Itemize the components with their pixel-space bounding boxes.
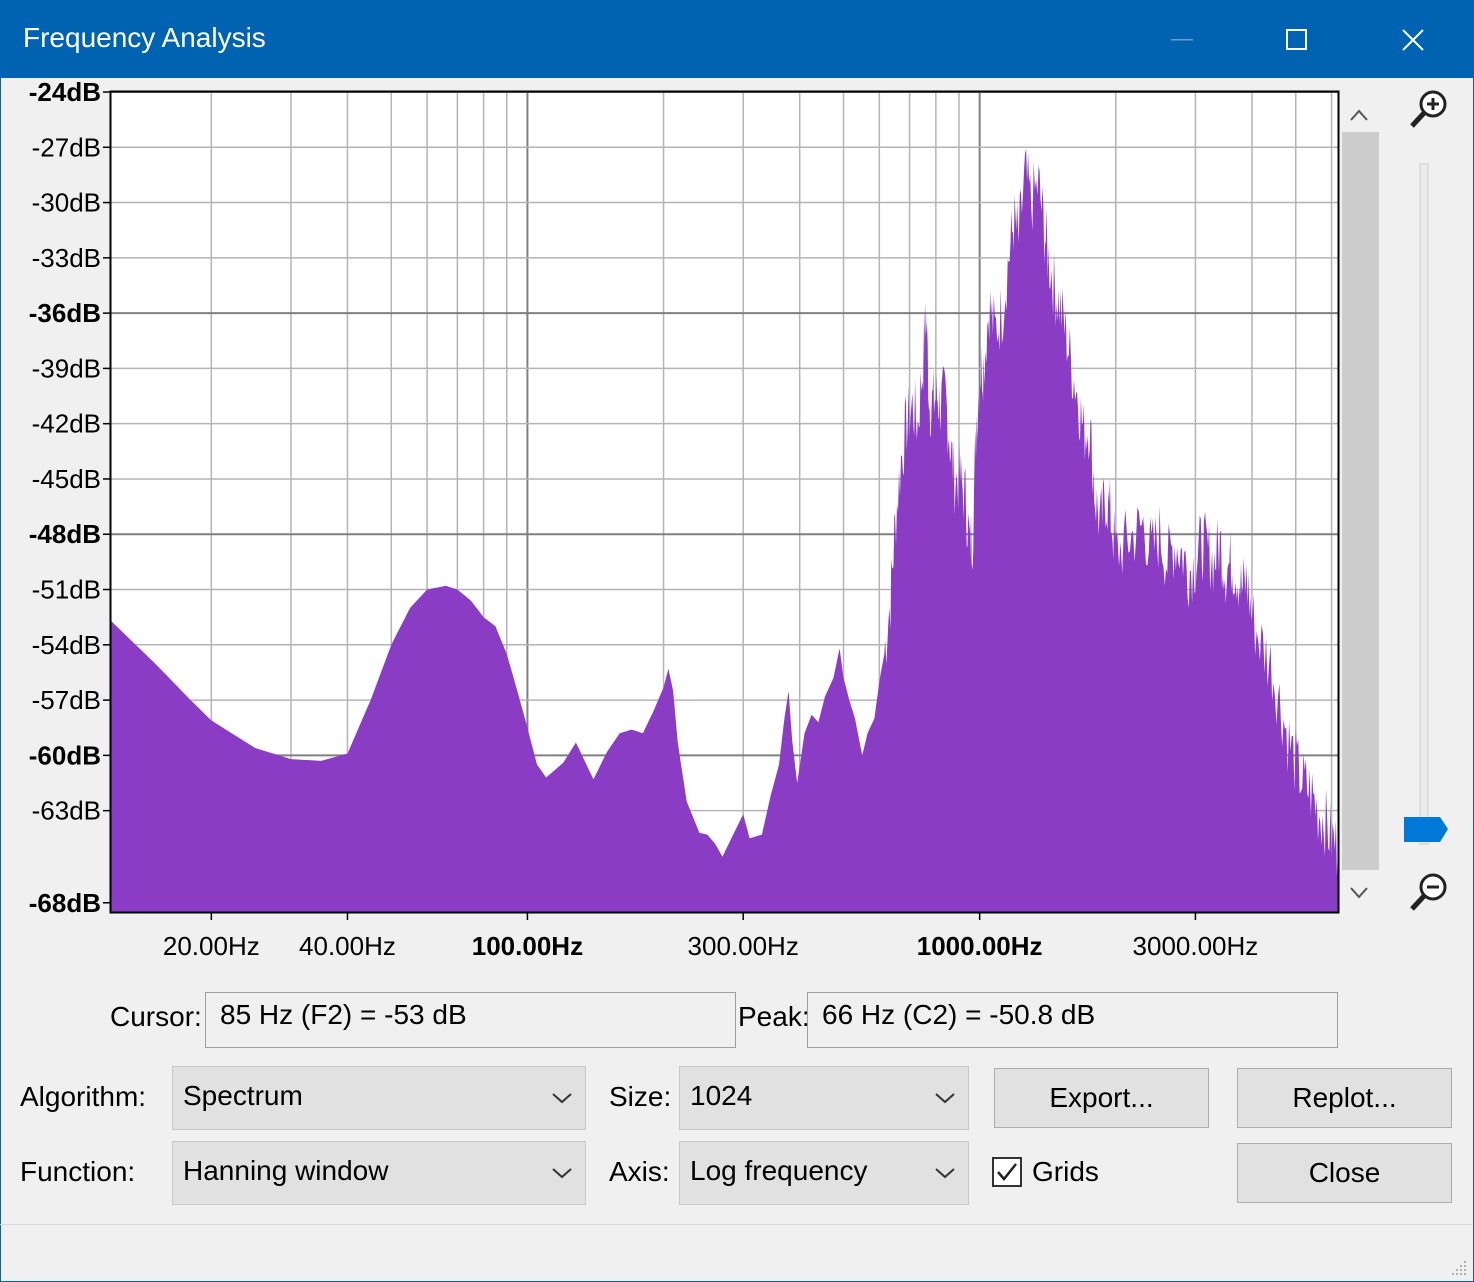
y-tick-label: -45dB [32, 464, 101, 494]
status-bar [0, 1224, 1472, 1281]
peak-label: Peak: [738, 1001, 810, 1032]
y-tick-label: -48dB [29, 519, 101, 549]
y-tick-label: -42dB [32, 409, 101, 439]
chevron-down-icon [935, 1168, 955, 1179]
close-icon [1402, 28, 1424, 51]
zoom-slider-thumb[interactable] [1404, 817, 1448, 842]
export-button[interactable]: Export... [994, 1068, 1209, 1128]
maximize-button[interactable] [1239, 1, 1355, 78]
close-button[interactable]: Close [1237, 1143, 1452, 1203]
axis-value: Log frequency [690, 1155, 868, 1186]
axis-label: Axis: [609, 1156, 670, 1187]
x-tick-label: 3000.00Hz [1133, 931, 1259, 961]
grids-checkbox[interactable] [992, 1157, 1022, 1187]
down-arrow-icon[interactable] [1350, 887, 1368, 899]
function-select[interactable]: Hanning window [172, 1141, 586, 1205]
size-select[interactable]: 1024 [679, 1066, 969, 1130]
algorithm-select[interactable]: Spectrum [172, 1066, 586, 1130]
y-tick-label: -54dB [32, 630, 101, 660]
close-window-button[interactable] [1355, 1, 1471, 78]
zoom-slider-track[interactable] [1419, 163, 1429, 845]
spectrum-plot[interactable]: -24dB -27dB -30dB -33dB -36dB -39dB -42dB -45dB… [0, 0, 1474, 980]
chevron-down-icon [552, 1093, 572, 1104]
minimize-icon [1171, 38, 1193, 40]
plot-border [109, 90, 1340, 914]
algorithm-label: Algorithm: [20, 1081, 147, 1112]
x-tick-label: 20.00Hz [163, 931, 260, 961]
zoom-out-icon[interactable] [1410, 873, 1447, 911]
y-tick-label: -57dB [32, 685, 101, 715]
y-tick-label: -33dB [32, 243, 101, 273]
y-tick-label: -39dB [32, 353, 101, 383]
algorithm-value: Spectrum [183, 1080, 303, 1111]
vertical-scrollbar[interactable] [1342, 92, 1382, 922]
zoom-in-icon[interactable] [1410, 90, 1447, 128]
spectrum-area [111, 149, 1338, 912]
function-label: Function: [20, 1156, 136, 1187]
window-title: Frequency Analysis [23, 22, 266, 53]
title-bar[interactable]: Frequency Analysis [1, 1, 1473, 78]
minimize-button[interactable] [1125, 1, 1241, 78]
x-tick-label: 1000.00Hz [917, 931, 1043, 961]
size-value: 1024 [690, 1080, 753, 1111]
up-arrow-icon[interactable] [1350, 109, 1368, 121]
y-tick-label: -68dB [29, 888, 101, 918]
checkmark-icon [997, 1163, 1017, 1181]
cursor-readout: 85 Hz (F2) = -53 dB [205, 992, 736, 1048]
size-label: Size: [609, 1081, 672, 1112]
chevron-down-icon [935, 1093, 955, 1104]
y-tick-label: -30dB [32, 188, 101, 218]
y-axis: -24dB -27dB -30dB -33dB -36dB -39dB -42dB -45dB… [29, 77, 111, 918]
y-tick-label: -36dB [29, 298, 101, 328]
x-tick-label: 300.00Hz [688, 931, 799, 961]
x-axis: 20.00Hz 40.00Hz 100.00Hz 300.00Hz 1000.00Hz 3… [163, 912, 1258, 961]
y-tick-label: -63dB [32, 796, 101, 826]
y-tick-label: -27dB [32, 132, 101, 162]
x-tick-label: 100.00Hz [472, 931, 583, 961]
y-tick-label: -24dB [29, 77, 101, 107]
function-value: Hanning window [183, 1155, 389, 1186]
resize-grip-icon[interactable] [1450, 1259, 1468, 1277]
replot-button[interactable]: Replot... [1237, 1068, 1452, 1128]
x-tick-label: 40.00Hz [299, 931, 396, 961]
axis-select[interactable]: Log frequency [679, 1141, 969, 1205]
scrollbar-thumb[interactable] [1342, 132, 1379, 870]
chevron-down-icon [552, 1168, 572, 1179]
grids-label[interactable]: Grids [1032, 1156, 1099, 1187]
peak-readout: 66 Hz (C2) = -50.8 dB [807, 992, 1338, 1048]
y-tick-label: -51dB [32, 575, 101, 605]
maximize-icon [1286, 28, 1307, 50]
y-tick-label: -60dB [29, 740, 101, 770]
cursor-label: Cursor: [110, 1001, 202, 1032]
zoom-controls [1404, 90, 1448, 911]
